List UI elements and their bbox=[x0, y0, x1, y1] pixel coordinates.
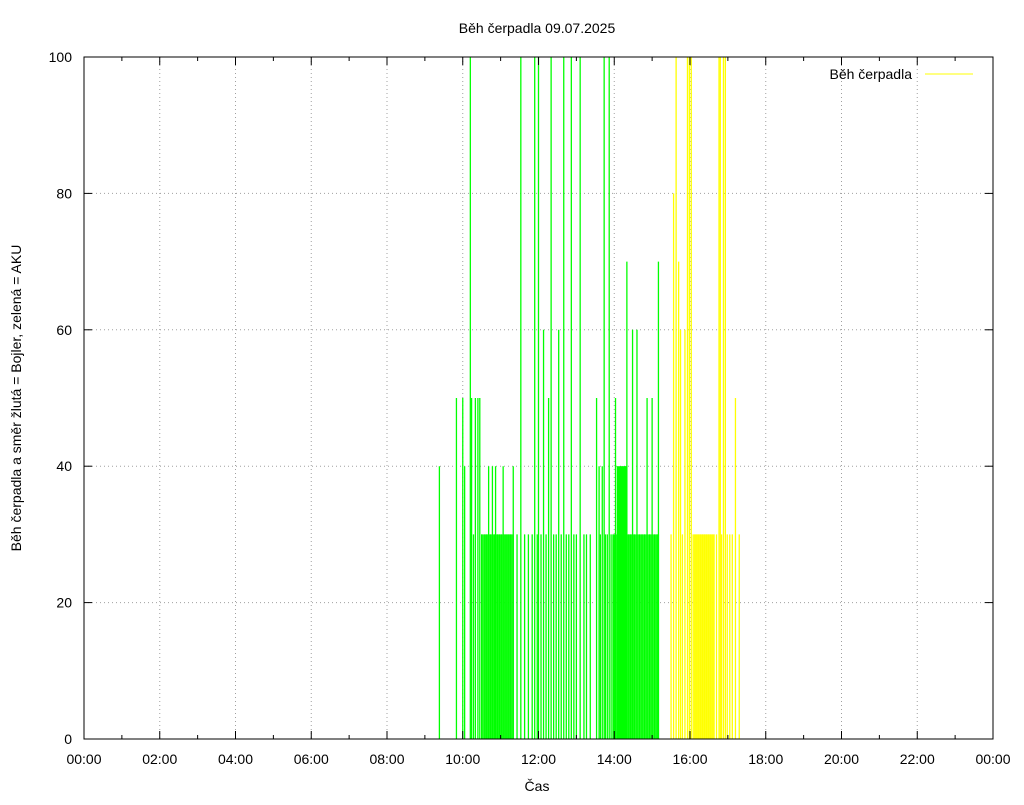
y-tick-label: 40 bbox=[56, 458, 72, 474]
x-tick-label: 18:00 bbox=[748, 751, 783, 767]
x-tick-label: 00:00 bbox=[66, 751, 101, 767]
x-tick-label: 16:00 bbox=[672, 751, 707, 767]
x-axis-label: Čas bbox=[525, 778, 550, 794]
y-tick-label: 60 bbox=[56, 322, 72, 338]
ticks-layer: 0 20 40 60 80 100 00:00 02:00 04:00 06:00 08:00 10:… bbox=[49, 49, 1011, 767]
x-tick-label: 22:00 bbox=[900, 751, 935, 767]
bar-block-aku bbox=[617, 466, 627, 739]
legend: Běh čerpadla bbox=[829, 66, 973, 82]
x-tick-label: 02:00 bbox=[142, 751, 177, 767]
x-tick-label: 20:00 bbox=[824, 751, 859, 767]
y-tick-label: 0 bbox=[64, 731, 72, 747]
x-tick-label: 10:00 bbox=[445, 751, 480, 767]
x-tick-label: 14:00 bbox=[597, 751, 632, 767]
y-tick-label: 100 bbox=[49, 49, 73, 65]
y-tick-label: 20 bbox=[56, 595, 72, 611]
y-axis-label: Běh čerpadla a směr žlutá = Bojler, zele… bbox=[8, 245, 24, 552]
x-tick-label: 00:00 bbox=[975, 751, 1010, 767]
x-tick-label: 08:00 bbox=[369, 751, 404, 767]
legend-label: Běh čerpadla bbox=[829, 66, 912, 82]
bars-layer bbox=[438, 57, 740, 739]
x-tick-label: 12:00 bbox=[521, 751, 556, 767]
bar-block-bojler bbox=[693, 534, 715, 739]
chart-title: Běh čerpadla 09.07.2025 bbox=[459, 20, 616, 36]
x-tick-label: 06:00 bbox=[294, 751, 329, 767]
x-tick-label: 04:00 bbox=[218, 751, 253, 767]
y-tick-label: 80 bbox=[56, 185, 72, 201]
bar-block-aku bbox=[481, 534, 514, 739]
